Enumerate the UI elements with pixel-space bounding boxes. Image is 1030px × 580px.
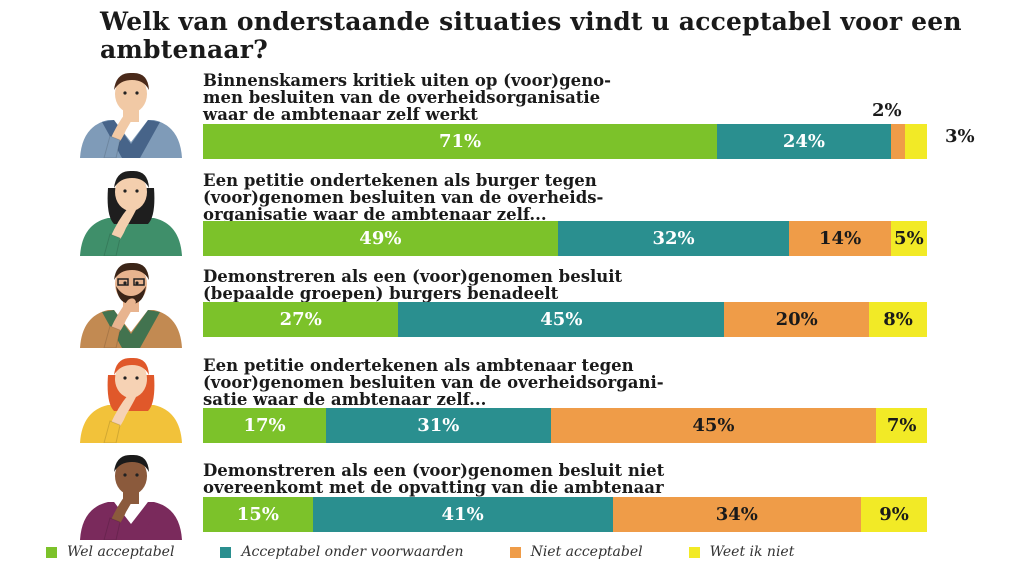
data-label: 49% bbox=[359, 228, 402, 249]
bar-segment: 15% bbox=[203, 497, 313, 532]
data-label-outside: 2% bbox=[872, 100, 902, 121]
bar-segment: 32% bbox=[557, 221, 790, 256]
data-label: 8% bbox=[883, 309, 913, 330]
question-label: Demonstreren als een (voor)genomen beslu… bbox=[203, 462, 903, 496]
data-label: 9% bbox=[879, 504, 909, 525]
data-label: 5% bbox=[894, 228, 924, 249]
bar-segment: 17% bbox=[203, 408, 327, 443]
bar-segment: 9% bbox=[861, 497, 927, 532]
question-label: Een petitie ondertekenen als burger tege… bbox=[203, 172, 903, 223]
legend-label: Niet acceptabel bbox=[530, 544, 643, 560]
question-label: Een petitie ondertekenen als ambtenaar t… bbox=[203, 357, 903, 408]
data-label: 20% bbox=[775, 309, 818, 330]
bar-segment: 31% bbox=[326, 408, 551, 443]
woman-thinking-icon bbox=[80, 170, 182, 256]
bar-segment: 20% bbox=[724, 302, 870, 337]
question-line: men besluiten van de overheidsorganisati… bbox=[203, 88, 601, 107]
data-label: 17% bbox=[243, 415, 286, 436]
question-line: organisatie waar de ambtenaar zelf... bbox=[203, 205, 547, 224]
question-line: Binnenskamers kritiek uiten op (voor)gen… bbox=[203, 71, 611, 90]
stacked-bar: 27% 45% 20% 8% bbox=[203, 302, 927, 337]
data-label: 45% bbox=[692, 415, 735, 436]
data-label: 32% bbox=[652, 228, 695, 249]
legend-item: Wel acceptabel bbox=[46, 544, 174, 560]
question-line: Demonstreren als een (voor)genomen beslu… bbox=[203, 267, 623, 286]
legend-swatch bbox=[509, 546, 521, 558]
question-line: satie waar de ambtenaar zelf... bbox=[203, 390, 487, 409]
legend-item: Acceptabel onder voorwaarden bbox=[220, 544, 464, 560]
legend-swatch bbox=[220, 546, 232, 558]
bar-segment: 49% bbox=[203, 221, 558, 256]
legend-swatch bbox=[688, 546, 700, 558]
question-line: (voor)genomen besluiten van de overheids… bbox=[203, 373, 664, 392]
bar-segment: 5% bbox=[890, 221, 927, 256]
question-line: Een petitie ondertekenen als ambtenaar t… bbox=[203, 356, 634, 375]
question-line: Demonstreren als een (voor)genomen beslu… bbox=[203, 461, 665, 480]
bar-segment: 45% bbox=[550, 408, 877, 443]
data-label: 71% bbox=[438, 131, 482, 152]
question-line: waar de ambtenaar zelf werkt bbox=[203, 105, 478, 124]
man-thinking-icon bbox=[80, 72, 182, 158]
data-label: 27% bbox=[279, 309, 322, 330]
question-line: (bepaalde groepen) burgers benadeelt bbox=[203, 284, 559, 303]
data-label: 7% bbox=[886, 415, 917, 436]
question-line: overeenkomt met de opvatting van die amb… bbox=[203, 478, 664, 497]
data-label: 41% bbox=[441, 504, 484, 525]
data-label: 24% bbox=[782, 131, 825, 152]
redhead-woman-thinking-icon bbox=[80, 357, 182, 443]
bearded-man-thinking-icon bbox=[80, 262, 182, 348]
legend-label: Weet ik niet bbox=[709, 544, 795, 560]
data-label: 15% bbox=[236, 504, 279, 525]
bar-segment bbox=[905, 124, 927, 159]
bar-segment: 45% bbox=[398, 302, 725, 337]
bar-segment: 8% bbox=[869, 302, 927, 337]
legend-label: Acceptabel onder voorwaarden bbox=[241, 544, 464, 560]
question-line: (voor)genomen besluiten van de overheids… bbox=[203, 188, 604, 207]
bar-segment bbox=[890, 124, 906, 159]
data-label: 31% bbox=[417, 415, 460, 436]
data-label: 14% bbox=[819, 228, 862, 249]
legend-item: Niet acceptabel bbox=[509, 544, 643, 560]
bar-segment: 14% bbox=[789, 221, 891, 256]
bar-segment: 27% bbox=[203, 302, 399, 337]
stacked-bar: 17% 31% 45% 7% bbox=[203, 408, 927, 443]
dark-skinned-man-thinking-icon bbox=[80, 454, 182, 540]
legend-swatch bbox=[46, 546, 57, 558]
chart-title: Welk van onderstaande situaties vindt u … bbox=[100, 7, 962, 64]
bar-segment: 71% bbox=[203, 124, 718, 159]
bar-segment: 34% bbox=[612, 497, 862, 532]
bar-segment: 7% bbox=[876, 408, 927, 443]
question-line: Een petitie ondertekenen als burger tege… bbox=[203, 171, 597, 190]
legend: Wel acceptabel Acceptabel onder voorwaard… bbox=[46, 543, 840, 561]
bar-segment: 41% bbox=[312, 497, 613, 532]
bar-segment: 24% bbox=[717, 124, 891, 159]
stacked-bar: 49% 32% 14% 5% bbox=[203, 221, 927, 256]
legend-label: Wel acceptabel bbox=[67, 544, 175, 560]
question-label: Demonstreren als een (voor)genomen beslu… bbox=[203, 268, 903, 302]
question-label: Binnenskamers kritiek uiten op (voor)gen… bbox=[203, 72, 903, 123]
legend-item: Weet ik niet bbox=[688, 544, 795, 560]
data-label: 34% bbox=[715, 504, 758, 525]
data-label-outside: 3% bbox=[945, 126, 975, 147]
data-label: 45% bbox=[540, 309, 583, 330]
stacked-bar: 71% 24% bbox=[203, 124, 927, 159]
stacked-bar: 15% 41% 34% 9% bbox=[203, 497, 927, 532]
